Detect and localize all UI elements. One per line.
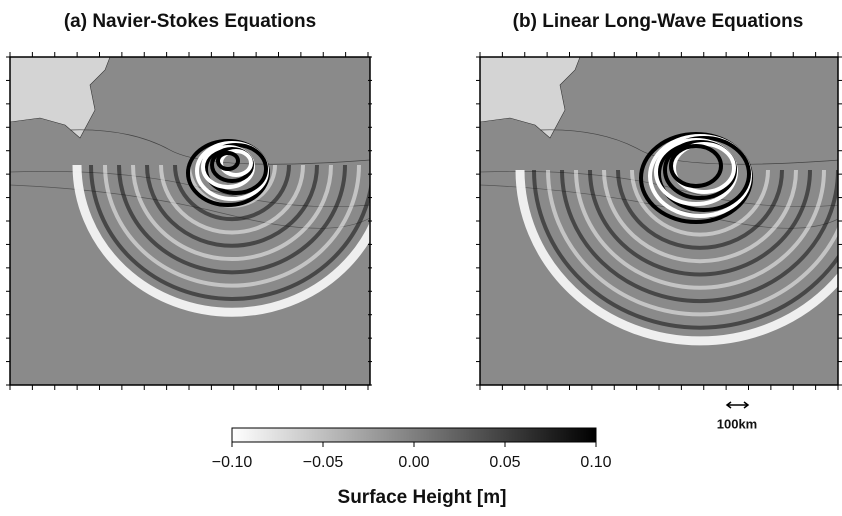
panel-title: (b) Linear Long-Wave Equations xyxy=(513,11,804,32)
panel-image xyxy=(480,57,838,385)
wave-arc xyxy=(546,169,838,317)
source-ring xyxy=(672,142,736,194)
colorbar-tick-label: −0.05 xyxy=(303,454,344,471)
coast xyxy=(539,129,838,165)
wave-arc xyxy=(145,164,319,248)
land xyxy=(480,57,581,139)
scale-label: 100km xyxy=(717,416,757,431)
wave-arc xyxy=(515,169,838,346)
wave-arc xyxy=(560,169,838,304)
colorbar xyxy=(231,427,597,443)
scale-arrow xyxy=(725,401,750,409)
colorbar-tick-label: 0.05 xyxy=(489,454,520,471)
wave-arc xyxy=(602,169,798,264)
land xyxy=(10,57,111,139)
wave-arc xyxy=(588,169,812,277)
wave-arc xyxy=(532,169,838,330)
colorbar-tick-label: 0.00 xyxy=(398,454,429,471)
coast xyxy=(69,129,370,165)
wave-arc xyxy=(616,169,784,250)
wave-arc xyxy=(630,169,770,237)
wave-arc xyxy=(574,169,826,290)
wave-arc xyxy=(173,164,291,222)
wave-arc xyxy=(117,164,347,275)
panel-title: (a) Navier-Stokes Equations xyxy=(64,11,316,32)
source-ring xyxy=(219,149,253,177)
source-ring xyxy=(216,151,240,171)
panel-image xyxy=(10,57,370,385)
colorbar-tick-label: 0.10 xyxy=(580,454,611,471)
colorbar-label: Surface Height [m] xyxy=(338,487,507,508)
wave-arc xyxy=(103,164,361,288)
source-ring xyxy=(669,144,723,188)
colorbar-tick-label: −0.10 xyxy=(212,454,253,471)
wave-arc xyxy=(159,164,305,235)
source-ring xyxy=(657,136,751,212)
wave-arc xyxy=(89,164,370,301)
wave-arc xyxy=(131,164,333,262)
source-ring xyxy=(204,143,268,195)
